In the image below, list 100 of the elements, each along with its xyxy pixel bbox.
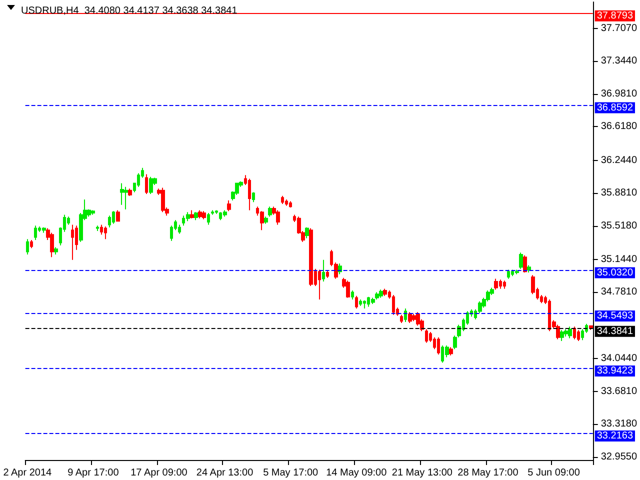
x-tick-label: 14 May 09:00 [326, 468, 388, 478]
candlestick [351, 290, 354, 300]
candlestick [449, 346, 453, 356]
ref-line-label: 35.0320 [596, 267, 634, 278]
candlestick [223, 210, 227, 218]
candlestick [383, 288, 387, 296]
candlestick [96, 225, 99, 232]
candlestick [363, 300, 366, 310]
candlestick [198, 210, 202, 219]
candlestick [322, 259, 325, 282]
ref-line-label: 37.8793 [596, 10, 634, 22]
y-tick-label: 32.9550 [600, 451, 638, 462]
candlestick [26, 238, 29, 255]
y-tick-label: 34.0440 [600, 353, 638, 364]
x-tick-label: 21 May 13:00 [392, 468, 453, 478]
y-tick-label: 36.6180 [600, 121, 638, 132]
ref-line-label: 34.3841 [596, 326, 634, 337]
y-tick-label: 37.7070 [600, 22, 638, 34]
candlestick [128, 188, 132, 196]
candlestick [355, 295, 358, 310]
candlestick [285, 198, 288, 206]
candlestick [515, 269, 519, 275]
candlestick [556, 324, 560, 340]
candlestick [289, 200, 292, 208]
candlestick [104, 226, 107, 240]
x-tick-label: 9 Apr 17:00 [68, 468, 120, 478]
candlestick [260, 210, 264, 231]
candlestick [359, 299, 362, 306]
candlestick [404, 308, 407, 323]
candlestick [112, 210, 115, 224]
candlestick [392, 294, 395, 316]
candlestick [503, 280, 506, 290]
x-tick-label: 5 May 17:00 [263, 468, 319, 478]
candlestick [437, 336, 440, 356]
candlestick [252, 192, 255, 203]
candlestick [375, 292, 379, 300]
x-tick-label: 2 Apr 2014 [3, 468, 52, 478]
candlestick [568, 326, 572, 339]
y-tick-label: 35.1440 [600, 254, 638, 265]
candlestick [178, 224, 181, 234]
candlestick [425, 328, 428, 344]
candlestick [564, 328, 568, 337]
ref-line-label: 36.8592 [596, 102, 634, 114]
y-tick-label: 35.8810 [600, 188, 638, 199]
candlestick [149, 176, 153, 195]
y-tick-label: 35.5180 [600, 220, 638, 232]
candlestick [42, 226, 46, 234]
candlestick [34, 225, 37, 241]
y-tick-label: 34.7810 [600, 286, 638, 298]
candlestick [326, 270, 329, 278]
y-tick-label: 33.6810 [600, 386, 638, 397]
y-tick-label: 36.2440 [600, 154, 638, 166]
x-tick-label: 24 Apr 13:00 [196, 468, 254, 478]
candlestick [30, 240, 33, 249]
candlestick [281, 195, 284, 204]
candlestick [577, 330, 580, 342]
x-tick-label: 5 Jun 09:00 [528, 468, 580, 478]
candlestick [412, 313, 416, 322]
candlestick [527, 264, 531, 273]
candlestick [408, 312, 412, 324]
candlestick [202, 210, 206, 220]
candlestick [494, 278, 498, 290]
candlestick [116, 210, 120, 222]
ref-line-label: 33.2163 [596, 430, 634, 442]
y-tick-label: 37.3440 [600, 56, 638, 67]
candlestick [194, 212, 198, 221]
candlestick [305, 226, 309, 239]
candlestick [100, 224, 103, 236]
candlestick [215, 210, 218, 214]
candlestick [190, 210, 194, 219]
candlestick [145, 174, 148, 195]
candlestick [268, 206, 272, 218]
candlestick [248, 178, 251, 211]
candlestick [120, 182, 124, 206]
candlestick [211, 210, 214, 216]
candlestick [309, 228, 313, 286]
ref-line-label: 33.9423 [596, 366, 634, 377]
candlestick [507, 269, 510, 280]
candlestick [227, 200, 231, 212]
y-tick-label: 33.3180 [600, 418, 638, 430]
y-tick-label: 36.9810 [600, 88, 638, 100]
candlestick [523, 254, 527, 273]
candlestick [573, 326, 576, 340]
candlestick [318, 269, 321, 300]
x-tick-label: 28 May 17:00 [458, 468, 519, 478]
candlestick [346, 280, 350, 298]
candlestick [560, 330, 564, 342]
candlestick [54, 246, 58, 255]
x-tick-label: 17 Apr 09:00 [130, 468, 188, 478]
candlestick [379, 289, 383, 298]
candlestick [161, 187, 165, 213]
candlestick [519, 252, 523, 270]
candlestick [186, 212, 190, 222]
candlestick [264, 216, 268, 224]
candlestick [276, 210, 280, 226]
candlestick [207, 212, 210, 226]
candlestick [71, 224, 74, 260]
candlestick [400, 314, 403, 324]
ref-line-label: 34.5493 [596, 310, 634, 322]
candlestick [124, 186, 128, 210]
